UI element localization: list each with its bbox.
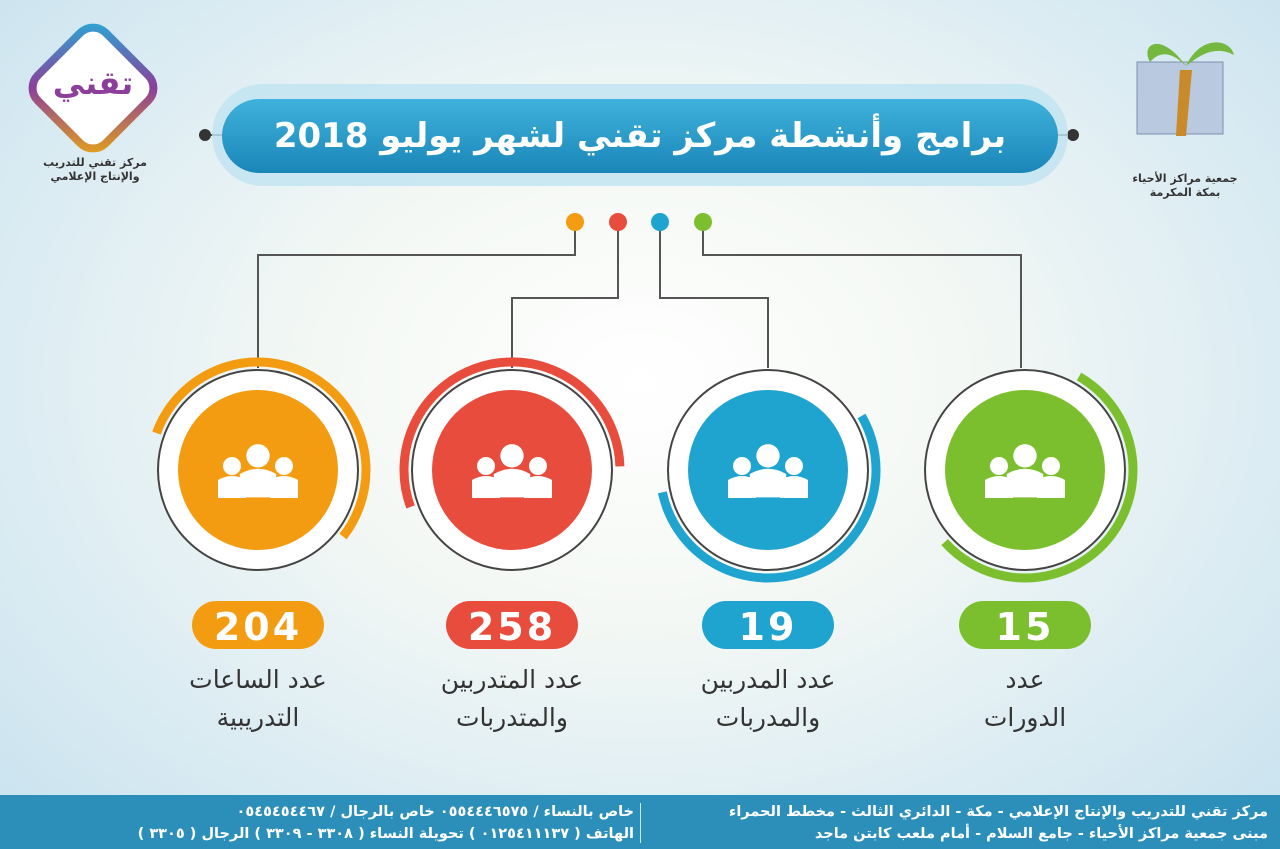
palm-trunk xyxy=(1176,70,1192,136)
connectors xyxy=(257,222,1022,368)
footer-line: مركز تقني للتدريب والإنتاج الإعلامي - مك… xyxy=(728,804,1268,820)
icon-body xyxy=(1037,476,1065,498)
left-logo-caption: مركز تقني للتدريب والإنتاج الإعلامي xyxy=(40,156,150,184)
stat: 15 عدد الدورات xyxy=(912,357,1138,733)
stat-label: عدد xyxy=(1005,665,1044,694)
footer-divider xyxy=(640,803,641,843)
connector-dot xyxy=(651,213,669,231)
caption-line: والإنتاج الإعلامي xyxy=(50,170,140,183)
icon-head xyxy=(785,457,803,475)
footer-contact: خاص بالنساء / ٠٥٥٤٤٤٦٥٧٥ خاص بالرجال / ٠… xyxy=(14,801,634,845)
footer-line: الهاتف ( ٠١٢٥٤١١١٣٧ ) تحويلة النساء ( ٣٣… xyxy=(137,826,634,842)
footer-line: مبنى جمعية مراكز الأحياء - جامع السلام -… xyxy=(814,826,1268,842)
icon-body xyxy=(270,476,298,498)
icon-head xyxy=(1013,444,1037,468)
icon-head xyxy=(733,457,751,475)
icon-body xyxy=(780,476,808,498)
icon-head xyxy=(477,457,495,475)
right-logo-caption: جمعية مراكز الأحياء بمكة المكرمة xyxy=(1125,172,1245,200)
stat-label: الدورات xyxy=(984,703,1066,733)
caption-line: بمكة المكرمة xyxy=(1149,186,1221,199)
footer: مركز تقني للتدريب والإنتاج الإعلامي - مك… xyxy=(0,795,1280,849)
icon-body xyxy=(728,476,756,498)
connector-dot xyxy=(609,213,627,231)
icon-body xyxy=(239,468,277,498)
title: برامج وأنشطة مركز تقني لشهر يوليو 2018 xyxy=(274,113,1006,156)
icon-head xyxy=(246,444,270,468)
stat-arc xyxy=(399,357,625,583)
icon-body xyxy=(749,468,787,498)
stat-arc xyxy=(145,357,371,583)
stat-label: عدد الساعات xyxy=(189,665,327,694)
caption-line: جمعية مراكز الأحياء xyxy=(1132,172,1238,185)
stat-value: 258 xyxy=(468,605,556,649)
stat-arc xyxy=(655,357,881,583)
stat: 19 عدد المدربين والمدربات xyxy=(655,357,881,733)
stat-pill xyxy=(702,601,834,649)
stat-value: 15 xyxy=(996,605,1055,649)
header-dot xyxy=(199,129,211,141)
icon-body xyxy=(472,476,500,498)
stat-label: عدد المتدربين xyxy=(441,665,583,694)
stat-label: والمدربات xyxy=(716,703,820,733)
stat-label: عدد المدربين xyxy=(701,665,836,694)
stat: 204 عدد الساعات التدريبية xyxy=(145,357,371,732)
logo-mark: تقني xyxy=(53,64,133,102)
icon-head xyxy=(756,444,780,468)
icon-body xyxy=(493,468,531,498)
icon-head xyxy=(223,457,241,475)
icon-head xyxy=(529,457,547,475)
icon-head xyxy=(1042,457,1060,475)
stat-value: 19 xyxy=(739,605,798,649)
icon-head xyxy=(990,457,1008,475)
connector-dot xyxy=(566,213,584,231)
icon-body xyxy=(985,476,1013,498)
stat-label: التدريبية xyxy=(217,703,300,732)
icon-head xyxy=(500,444,524,468)
stats: 204 عدد الساعات التدريبية 258 عدد المتدربين و… xyxy=(145,357,1138,733)
header-pill xyxy=(222,99,1058,173)
icon-body xyxy=(1006,468,1044,498)
caption-line: مركز تقني للتدريب xyxy=(43,156,147,169)
footer-address: مركز تقني للتدريب والإنتاج الإعلامي - مك… xyxy=(648,801,1268,845)
icon-head xyxy=(275,457,293,475)
stat-pill xyxy=(192,601,324,649)
stat: 258 عدد المتدربين والمتدربات xyxy=(399,357,625,733)
logo-frame xyxy=(28,23,158,153)
icon-body xyxy=(218,476,246,498)
connector-dot xyxy=(694,213,712,231)
stat-arc xyxy=(912,357,1138,583)
icon-body xyxy=(524,476,552,498)
stat-value: 204 xyxy=(214,605,302,649)
header-dot xyxy=(1067,129,1079,141)
stat-pill xyxy=(959,601,1091,649)
stat-pill xyxy=(446,601,578,649)
palm-leaves xyxy=(1147,42,1234,66)
stat-label: والمتدربات xyxy=(456,703,568,733)
footer-line: خاص بالنساء / ٠٥٥٤٤٤٦٥٧٥ خاص بالرجال / ٠… xyxy=(236,804,634,820)
